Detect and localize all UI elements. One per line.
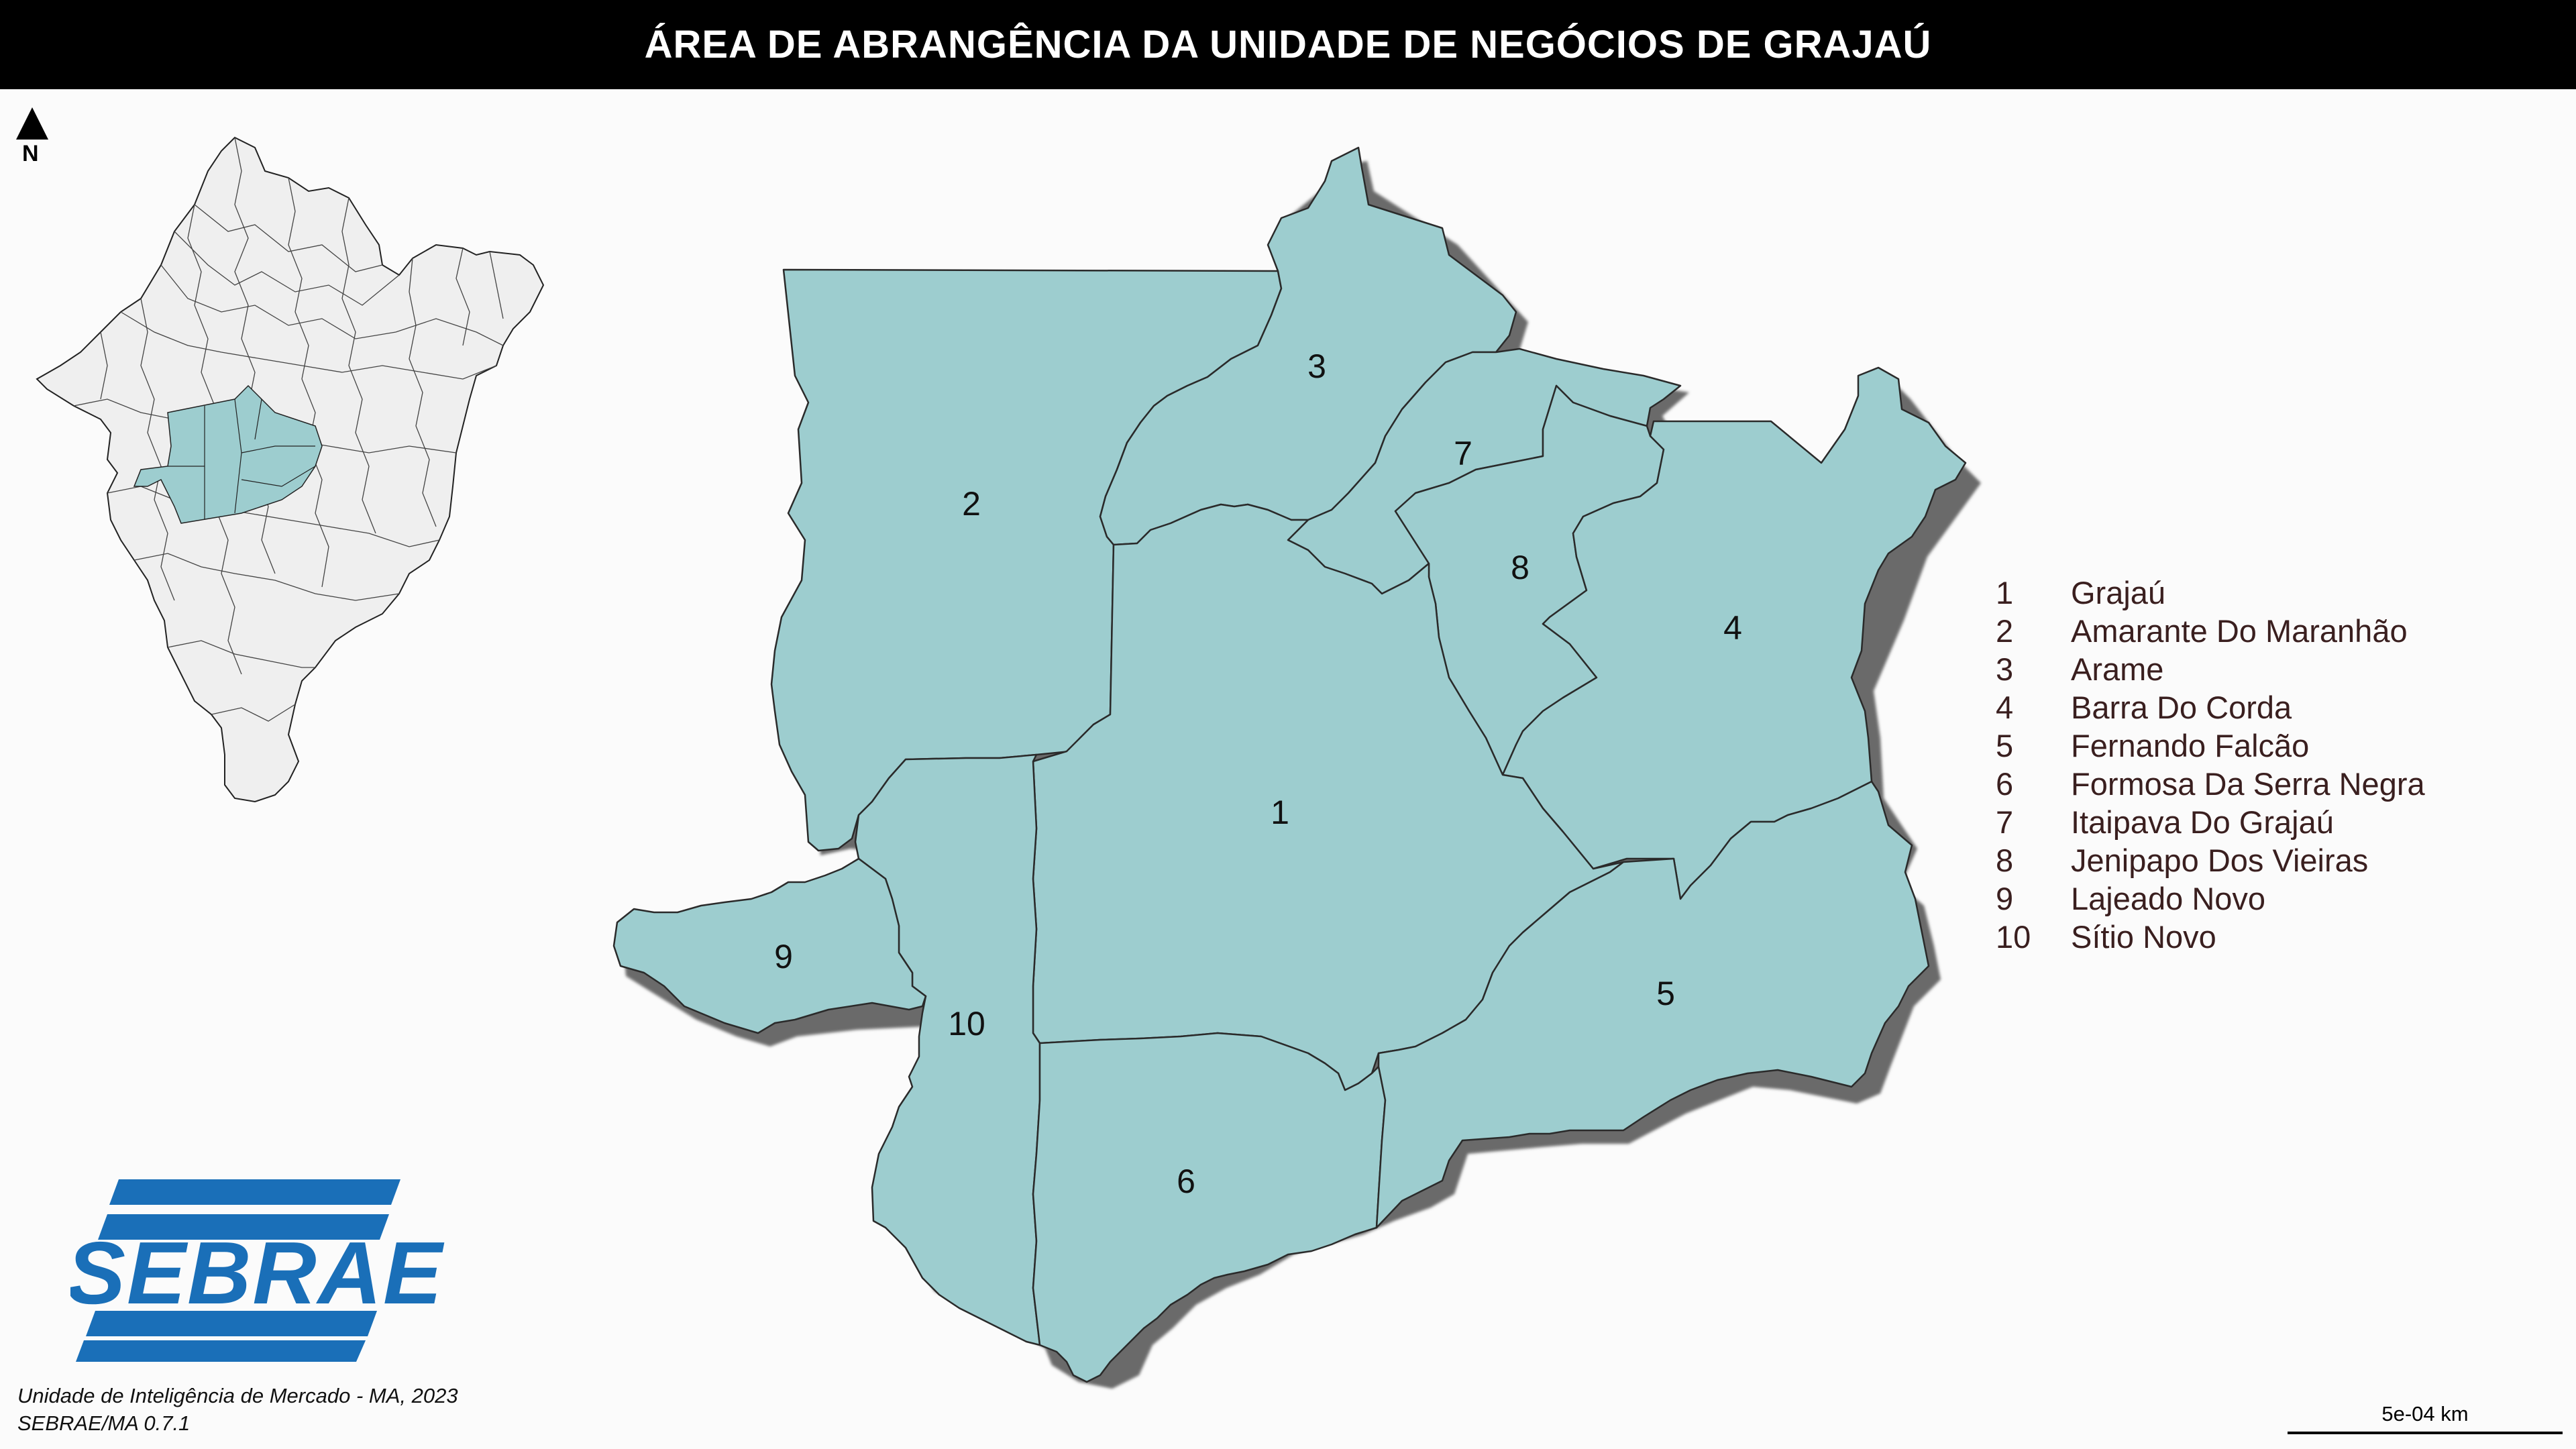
- legend-number: 5: [1996, 728, 2014, 763]
- legend-number: 3: [1996, 651, 2014, 687]
- legend-name: Jenipapo Dos Vieiras: [2071, 843, 2369, 878]
- legend-number: 6: [1996, 766, 2014, 802]
- region-polygons: [612, 146, 1967, 1383]
- region-label-5: 5: [1656, 975, 1675, 1012]
- region-label-2: 2: [962, 485, 981, 523]
- region-label-1: 1: [1271, 794, 1289, 831]
- legend-number: 7: [1996, 804, 2014, 840]
- legend-number: 4: [1996, 690, 2014, 725]
- legend-name: Itaipava Do Grajaú: [2071, 804, 2334, 840]
- region-label-7: 7: [1454, 435, 1472, 472]
- legend-item: 2 Amarante Do Maranhão: [1996, 612, 2425, 650]
- legend-name: Sítio Novo: [2071, 919, 2216, 955]
- inset-highlight-lines: [168, 398, 316, 520]
- sebrae-logo: SEBRAE: [70, 1179, 445, 1362]
- legend-number: 8: [1996, 843, 2014, 878]
- region-5[interactable]: [1375, 780, 1930, 1229]
- region-labels: 1 2 3 4 5 6 7 8 9 10: [774, 347, 1742, 1200]
- legend-item: 1 Grajaú: [1996, 574, 2425, 612]
- region-label-6: 6: [1177, 1163, 1195, 1200]
- inset-locator-map: [36, 136, 545, 803]
- page-title: ÁREA DE ABRANGÊNCIA DA UNIDADE DE NEGÓCI…: [0, 0, 2576, 89]
- region-label-10: 10: [948, 1005, 985, 1042]
- legend-item: 8 Jenipapo Dos Vieiras: [1996, 841, 2425, 879]
- logo-wordmark: SEBRAE: [70, 1224, 445, 1322]
- legend-item: 10 Sítio Novo: [1996, 918, 2425, 956]
- legend-name: Amarante Do Maranhão: [2071, 613, 2408, 649]
- legend-name: Arame: [2071, 651, 2164, 687]
- legend-item: 6 Formosa Da Serra Negra: [1996, 765, 2425, 803]
- legend-name: Fernando Falcão: [2071, 728, 2310, 763]
- scale-label: 5e-04 km: [2381, 1402, 2469, 1426]
- legend-number: 9: [1996, 881, 2014, 916]
- credit-line-1: Unidade de Inteligência de Mercado - MA,…: [17, 1384, 458, 1407]
- region-6[interactable]: [1032, 1032, 1387, 1383]
- legend-number: 1: [1996, 575, 2014, 610]
- legend-name: Grajaú: [2071, 575, 2166, 610]
- scale-bar: [2288, 1432, 2563, 1434]
- north-arrow-icon: [16, 107, 48, 140]
- legend-number: 10: [1996, 919, 2031, 955]
- map-legend: 1 Grajaú 2 Amarante Do Maranhão 3 Arame 4 Ba…: [1996, 574, 2425, 956]
- legend-item: 5 Fernando Falcão: [1996, 727, 2425, 765]
- region-label-9: 9: [774, 938, 793, 975]
- region-10[interactable]: [854, 753, 1041, 1346]
- credit-line-2: SEBRAE/MA 0.7.1: [17, 1411, 191, 1435]
- legend-item: 3 Arame: [1996, 650, 2425, 688]
- legend-name: Barra Do Corda: [2071, 690, 2292, 725]
- legend-name: Lajeado Novo: [2071, 881, 2266, 916]
- legend-item: 7 Itaipava Do Grajaú: [1996, 803, 2425, 841]
- north-label: N: [22, 141, 39, 166]
- region-label-8: 8: [1511, 549, 1529, 586]
- legend-item: 4 Barra Do Corda: [1996, 688, 2425, 727]
- legend-item: 9 Lajeado Novo: [1996, 879, 2425, 918]
- region-label-3: 3: [1307, 347, 1326, 385]
- region-label-4: 4: [1723, 609, 1742, 647]
- inset-highlight-area: [133, 384, 323, 524]
- region-9[interactable]: [612, 857, 927, 1034]
- legend-number: 2: [1996, 613, 2014, 649]
- legend-name: Formosa Da Serra Negra: [2071, 766, 2425, 802]
